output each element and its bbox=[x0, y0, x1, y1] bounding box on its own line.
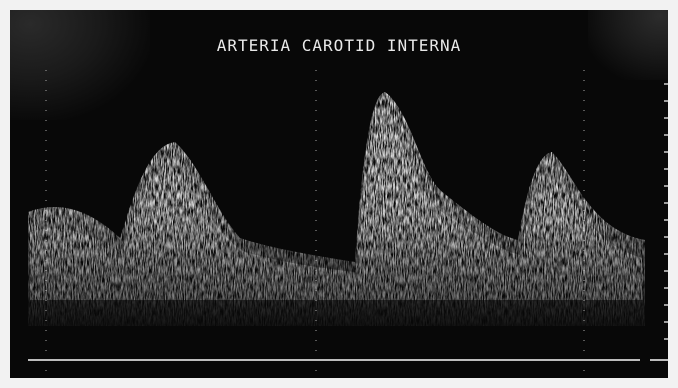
screen-vignette-top-right bbox=[588, 0, 678, 80]
spectral-waveform-core bbox=[30, 122, 643, 300]
study-title: ARTERIA CAROTID INTERNA bbox=[216, 36, 462, 55]
screen-vignette-top-left bbox=[0, 0, 150, 120]
velocity-scale bbox=[664, 83, 670, 340]
